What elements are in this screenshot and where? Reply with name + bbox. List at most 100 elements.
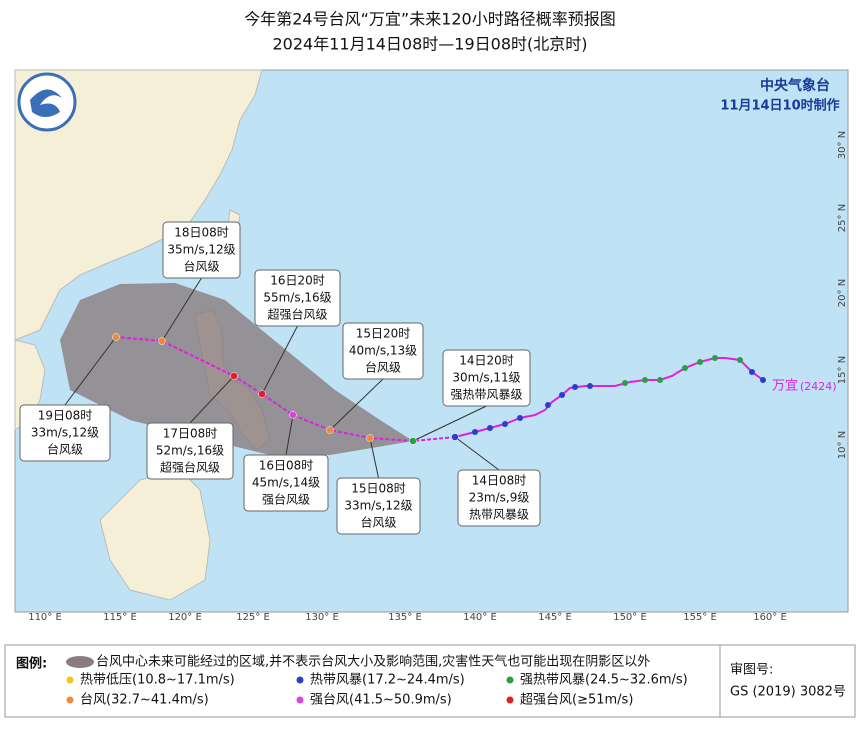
- forecast-box: [19, 404, 111, 462]
- forecast-time: 16日20时: [270, 274, 325, 288]
- forecast-box: [342, 322, 424, 380]
- lon-label: 125° E: [236, 612, 270, 623]
- legend-dot: [66, 696, 74, 704]
- review-label: 审图号:: [730, 663, 773, 678]
- forecast-level: 超强台风级: [160, 460, 220, 475]
- forecast-wind: 52m/s,16级: [156, 444, 224, 458]
- forecast-point: [230, 372, 238, 380]
- leader-line: [454, 436, 500, 471]
- forecast-wind: 33m/s,12级: [344, 499, 412, 513]
- subtitle: 2024年11月14日08时—19日08时(北京时): [272, 35, 587, 54]
- legend-label: 强热带风暴(24.5~32.6m/s): [520, 673, 688, 688]
- legend-dot: [66, 676, 74, 684]
- lon-label: 120° E: [168, 612, 202, 623]
- forecast-point: [451, 433, 459, 441]
- lon-label: 150° E: [613, 612, 647, 623]
- forecast-point: [258, 390, 266, 398]
- legend-label: 台风(32.7~41.4m/s): [80, 693, 209, 708]
- past-points-strong: [622, 355, 743, 386]
- agency: 中央气象台: [760, 77, 830, 94]
- forecast-time: 16日08时: [259, 459, 314, 473]
- past-points: [472, 369, 766, 435]
- lon-label: 160° E: [753, 612, 787, 623]
- legend-dot: [506, 696, 514, 704]
- lon-label: 115° E: [103, 612, 137, 623]
- forecast-point: [409, 437, 417, 445]
- lat-label: 20° N: [837, 279, 848, 307]
- forecast-time: 15日08时: [351, 482, 406, 496]
- leader-line: [412, 405, 487, 442]
- leader-line: [64, 336, 117, 406]
- leader-line: [161, 277, 202, 342]
- forecast-wind: 55m/s,16级: [263, 291, 331, 305]
- legend-dot: [296, 676, 304, 684]
- forecast-level: 台风级: [183, 259, 219, 274]
- forecast-level: 强热带风暴级: [450, 388, 522, 402]
- review-number: GS (2019) 3082号: [730, 685, 846, 700]
- forecast-box: [442, 349, 531, 407]
- forecast-time: 17日08时: [163, 427, 218, 441]
- forecast-track: [115, 336, 456, 443]
- forecast-point: [366, 434, 374, 442]
- lat-label: 15° N: [837, 356, 848, 384]
- leader-line: [189, 375, 235, 424]
- forecast-box: [146, 422, 234, 480]
- legend-label: 热带风暴(17.2~24.4m/s): [310, 673, 465, 688]
- forecast-points: [112, 333, 459, 445]
- forecast-time: 14日20时: [459, 354, 514, 368]
- lon-label: 145° E: [538, 612, 572, 623]
- forecast-wind: 40m/s,13级: [349, 344, 417, 358]
- legend-label: 强台风(41.5~50.9m/s): [310, 693, 452, 708]
- forecast-point: [289, 411, 297, 419]
- forecast-wind: 35m/s,12级: [167, 243, 235, 257]
- leader-line: [369, 437, 379, 479]
- forecast-point: [158, 337, 166, 345]
- lon-label: 130° E: [305, 612, 339, 623]
- leader-line: [285, 414, 294, 456]
- lat-label: 25° N: [837, 204, 848, 232]
- legend-title: 图例:: [16, 656, 47, 672]
- forecast-wind: 23m/s,9级: [469, 491, 530, 505]
- leader-lines: [64, 277, 500, 479]
- axis-labels: 110° E 115° E 120° E 125° E 130° E 135° E 140°…: [28, 131, 848, 623]
- forecast-box: [162, 221, 241, 279]
- forecast-time: 14日08时: [472, 474, 527, 488]
- forecast-box: [254, 269, 341, 327]
- forecast-time: 18日08时: [174, 226, 229, 240]
- forecast-level: 台风级: [47, 442, 83, 457]
- storm-code: (2424): [800, 380, 837, 393]
- issued: 11月14日10时制作: [720, 98, 839, 114]
- forecast-time: 19日08时: [38, 409, 93, 423]
- forecast-level: 热带风暴级: [469, 508, 529, 522]
- legend-dot: [506, 676, 514, 684]
- legend-cone: 台风中心未来可能经过的区域,并不表示台风大小及影响范围,灾害性天气也可能出现在阴…: [96, 654, 650, 670]
- lon-label: 135° E: [388, 612, 422, 623]
- forecast-box: [457, 469, 541, 527]
- probability-cone: [60, 283, 413, 455]
- lon-label: 140° E: [463, 612, 497, 623]
- forecast-point: [112, 333, 120, 341]
- logo-mark: [30, 89, 62, 117]
- leader-line: [329, 378, 384, 431]
- legend-dot: [296, 696, 304, 704]
- forecast-level: 超强台风级: [267, 307, 327, 322]
- legend-items: 热带低压(10.8~17.1m/s) 热带风暴(17.2~24.4m/s) 强热带风…: [66, 673, 688, 708]
- lon-label: 155° E: [683, 612, 717, 623]
- logo: [17, 72, 77, 132]
- forecast-level: 台风级: [365, 360, 401, 375]
- legend-label: 超强台风(≥51m/s): [520, 693, 633, 708]
- leader-line: [261, 325, 298, 395]
- forecast-wind: 45m/s,14级: [252, 476, 320, 490]
- forecast-wind: 33m/s,12级: [31, 426, 99, 440]
- legend-box: [4, 644, 856, 718]
- forecast-wind: 30m/s,11级: [452, 371, 520, 385]
- storm-name: 万宜: [772, 379, 798, 394]
- lon-label: 110° E: [28, 612, 62, 623]
- legend-label: 热带低压(10.8~17.1m/s): [80, 673, 235, 688]
- forecast-time: 15日20时: [356, 327, 411, 341]
- forecast-point: [326, 426, 334, 434]
- forecast-box: [243, 454, 329, 512]
